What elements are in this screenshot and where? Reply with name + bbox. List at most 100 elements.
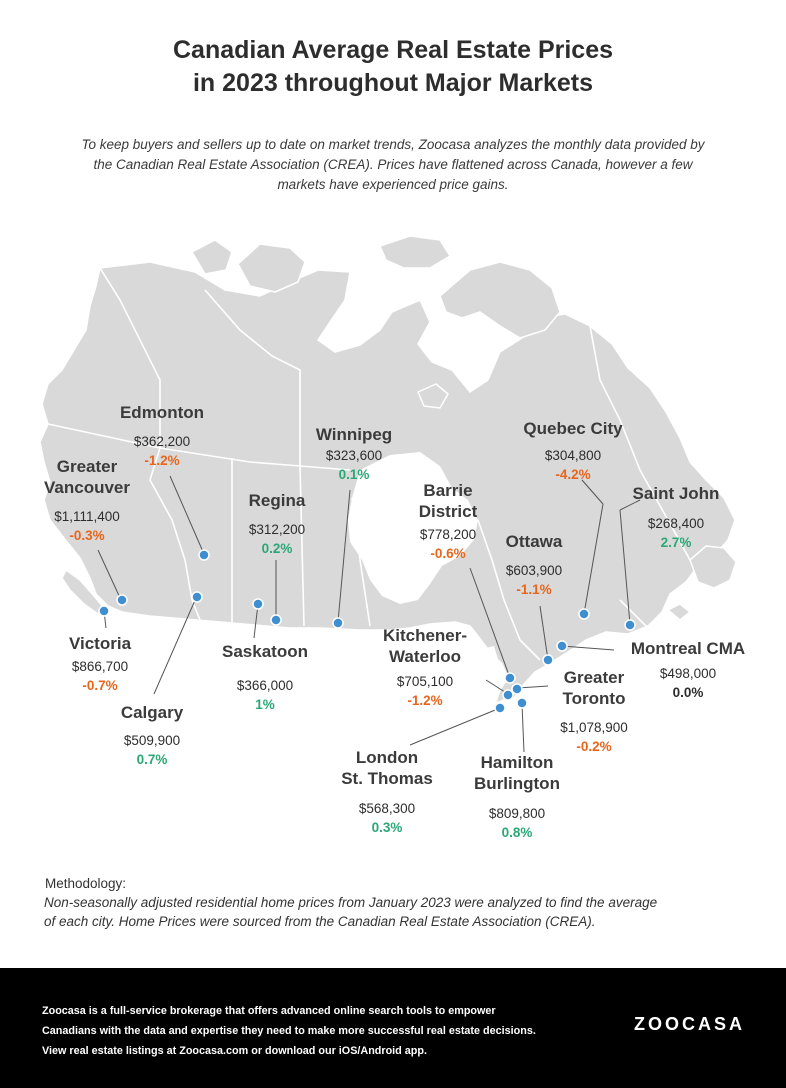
city-price: $568,300 bbox=[358, 801, 416, 816]
city-change: 0.3% bbox=[371, 820, 403, 835]
marker-kitchener bbox=[502, 689, 514, 701]
southampton-island bbox=[417, 383, 449, 409]
city-name-line-1: London bbox=[355, 748, 419, 767]
city-change: -1.1% bbox=[516, 582, 552, 597]
marker-toronto bbox=[511, 683, 523, 695]
leader-saint-john bbox=[619, 509, 631, 625]
city-price: $498,000 bbox=[659, 666, 717, 681]
city-label-quebec-city: Quebec City $304,800 -4.2% bbox=[506, 418, 640, 484]
lake-huron bbox=[478, 646, 500, 684]
marker-montreal bbox=[556, 640, 568, 652]
ellesmere-island bbox=[379, 235, 451, 269]
city-name: Saskatoon bbox=[222, 642, 308, 661]
leader-lines bbox=[97, 475, 641, 753]
city-change: 1% bbox=[255, 697, 275, 712]
city-price: $362,200 bbox=[133, 434, 191, 449]
city-change: -1.2% bbox=[144, 453, 180, 468]
city-change: 0.1% bbox=[338, 467, 370, 482]
city-label-london-st-thomas: London St. Thomas $568,300 0.3% bbox=[320, 747, 454, 837]
city-name-line-2: St. Thomas bbox=[341, 769, 433, 788]
city-label-barrie-district: Barrie District $778,200 -0.6% bbox=[392, 480, 504, 563]
city-label-saskatoon: Saskatoon $366,000 1% bbox=[205, 641, 325, 714]
leader-quebec bbox=[581, 479, 604, 505]
marker-quebec bbox=[578, 608, 590, 620]
leader-calgary bbox=[153, 597, 197, 695]
title-line-2: in 2023 throughout Major Markets bbox=[192, 69, 594, 97]
city-label-regina: Regina $312,200 0.2% bbox=[221, 490, 333, 558]
vancouver-island bbox=[61, 569, 105, 615]
leader-winnipeg bbox=[337, 489, 351, 623]
city-name: Calgary bbox=[120, 703, 184, 722]
intro-line-2: the Canadian Real Estate Association (CR… bbox=[93, 157, 693, 172]
city-change: 2.7% bbox=[660, 535, 692, 550]
leader-london bbox=[409, 707, 501, 746]
city-name: Winnipeg bbox=[315, 425, 393, 444]
city-name: Victoria bbox=[68, 634, 132, 653]
city-label-saint-john: Saint John $268,400 2.7% bbox=[614, 483, 738, 552]
city-name: Edmonton bbox=[119, 403, 205, 422]
city-label-kitchener-waterloo: Kitchener- Waterloo $705,100 -1.2% bbox=[362, 625, 488, 710]
footer-text: Zoocasa is a full-service brokerage that… bbox=[42, 1001, 602, 1061]
border-yukon-nwt bbox=[99, 267, 161, 448]
leader-barrie bbox=[469, 567, 511, 679]
city-markers bbox=[98, 549, 636, 714]
city-change: -0.3% bbox=[69, 528, 105, 543]
city-change: 0.0% bbox=[672, 685, 704, 700]
city-change: -1.2% bbox=[407, 693, 443, 708]
city-label-winnipeg: Winnipeg $323,600 0.1% bbox=[298, 424, 410, 484]
marker-ottawa bbox=[542, 654, 554, 666]
marker-saskatoon bbox=[252, 598, 264, 610]
lake-superior bbox=[418, 630, 470, 648]
footer-line-2: Canadians with the data and expertise th… bbox=[42, 1025, 536, 1037]
border-ontario-quebec bbox=[477, 519, 541, 661]
city-price: $509,900 bbox=[123, 733, 181, 748]
city-name-line-1: Greater bbox=[563, 668, 625, 687]
city-change: -4.2% bbox=[555, 467, 591, 482]
city-price: $866,700 bbox=[71, 659, 129, 674]
city-name-line-1: Barrie bbox=[423, 481, 473, 500]
city-name-line-2: Waterloo bbox=[388, 647, 462, 666]
victoria-island bbox=[237, 243, 306, 293]
leader-hamilton bbox=[521, 703, 525, 753]
city-label-ottawa: Ottawa $603,900 -1.1% bbox=[478, 531, 590, 599]
marker-london bbox=[494, 702, 506, 714]
zoocasa-logo[interactable]: ZOOCASA bbox=[634, 1014, 745, 1034]
city-name: Ottawa bbox=[505, 532, 563, 551]
city-price: $603,900 bbox=[505, 563, 563, 578]
city-price: $268,400 bbox=[647, 516, 705, 531]
city-name: Montreal CMA bbox=[630, 639, 746, 658]
city-label-greater-toronto: Greater Toronto $1,078,900 -0.2% bbox=[538, 667, 650, 756]
intro-line-3: markets have experienced price gains. bbox=[277, 177, 509, 192]
border-60th-parallel bbox=[47, 423, 351, 471]
city-name-line-2: Burlington bbox=[474, 774, 560, 793]
marker-calgary bbox=[191, 591, 203, 603]
intro-line-1: To keep buyers and sellers up to date on… bbox=[81, 137, 705, 152]
city-price: $304,800 bbox=[544, 448, 602, 463]
city-label-hamilton-burlington: Hamilton Burlington $809,800 0.8% bbox=[455, 752, 579, 842]
city-price: $323,600 bbox=[325, 448, 383, 463]
intro-text: To keep buyers and sellers up to date on… bbox=[40, 135, 746, 195]
city-change: 0.2% bbox=[261, 541, 293, 556]
leader-saint-john-2 bbox=[619, 499, 641, 511]
methodology: Methodology: Non-seasonally adjusted res… bbox=[44, 874, 744, 931]
city-name-line-2: Toronto bbox=[562, 689, 626, 708]
title-line-1: Canadian Average Real Estate Prices bbox=[172, 36, 614, 64]
leader-ottawa bbox=[539, 605, 549, 661]
city-price: $778,200 bbox=[419, 527, 477, 542]
city-label-edmonton: Edmonton $362,200 -1.2% bbox=[106, 402, 218, 470]
city-name: Regina bbox=[248, 491, 306, 510]
hudson-bay bbox=[348, 452, 478, 604]
city-price: $366,000 bbox=[236, 678, 294, 693]
marker-victoria bbox=[98, 605, 110, 617]
leader-vancouver bbox=[97, 549, 122, 601]
city-name-line-2: District bbox=[418, 502, 478, 521]
leader-toronto bbox=[517, 685, 549, 689]
city-price: $1,078,900 bbox=[560, 720, 628, 735]
border-manitoba-ontario bbox=[351, 497, 371, 627]
marker-hamilton bbox=[516, 697, 528, 709]
city-name-line-1: Greater bbox=[56, 457, 118, 476]
city-price: $1,111,400 bbox=[54, 509, 120, 524]
city-change: -0.2% bbox=[576, 739, 612, 754]
